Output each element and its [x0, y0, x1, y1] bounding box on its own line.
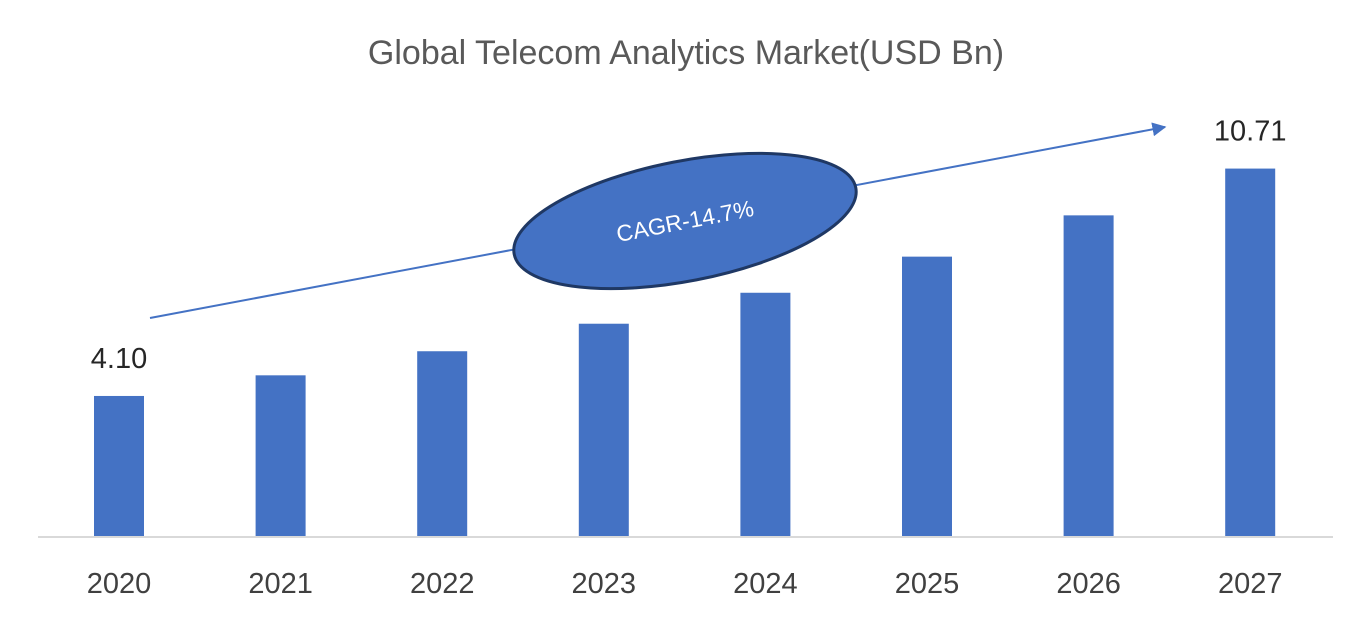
bar-2021	[255, 375, 306, 537]
data-label-2027: 10.71	[1214, 116, 1287, 148]
chart-title: Global Telecom Analytics Market(USD Bn)	[368, 34, 1004, 72]
x-tick-label-2023: 2023	[572, 568, 637, 600]
x-tick-label-2021: 2021	[248, 568, 313, 600]
bar-2025	[902, 256, 952, 537]
bar-2026	[1063, 215, 1114, 538]
x-tick-label-2025: 2025	[895, 568, 960, 600]
data-labels-layer: 4.10 10.71	[91, 116, 1287, 375]
x-tick-label-2024: 2024	[733, 568, 798, 600]
bar-2020	[94, 395, 144, 537]
bar-2022	[417, 351, 468, 537]
bars-layer	[94, 168, 1276, 538]
x-tick-label-2020: 2020	[87, 568, 152, 600]
x-tick-label-2027: 2027	[1218, 568, 1283, 600]
cagr-ellipse	[512, 151, 858, 291]
x-tick-label-2022: 2022	[410, 568, 475, 600]
bar-2023	[578, 323, 629, 537]
x-axis-tick-labels: 2020 2021 2022 2023 2024 2025 2026 2027	[87, 568, 1283, 600]
bar-2024	[740, 292, 791, 537]
bar-2027	[1225, 168, 1276, 538]
x-tick-label-2026: 2026	[1056, 568, 1121, 600]
cagr-annotation: CAGR-14.7%	[512, 151, 858, 291]
data-label-2020: 4.10	[91, 343, 147, 375]
